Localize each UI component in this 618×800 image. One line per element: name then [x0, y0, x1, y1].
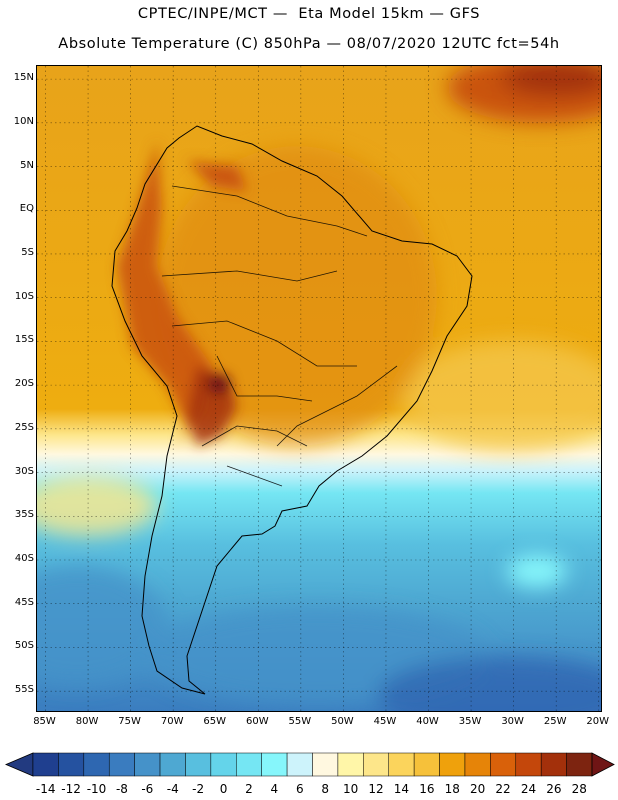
lon-label: 35W — [458, 716, 482, 727]
cool-eddy-east — [507, 555, 567, 587]
colorbar-tick-label: -6 — [141, 782, 154, 796]
lat-label: 25S — [14, 421, 34, 433]
colorbar-swatch — [515, 752, 542, 777]
colorbar-swatch — [566, 752, 593, 777]
lat-label: 40S — [14, 552, 34, 564]
colorbar — [4, 752, 615, 777]
lat-label: 15N — [13, 72, 34, 84]
south-america-coastline — [111, 125, 473, 695]
colorbar-swatch — [286, 752, 313, 777]
colorbar-swatch — [32, 752, 59, 777]
colorbar-under-arrow — [4, 752, 34, 777]
colorbar-swatch — [83, 752, 110, 777]
colorbar-tick-label: 18 — [444, 782, 460, 796]
colorbar-swatch — [134, 752, 161, 777]
colorbar-tick-label: 8 — [321, 782, 330, 796]
lat-label: EQ — [19, 203, 34, 215]
lon-label: 45W — [373, 716, 397, 727]
colorbar-tick-label: 0 — [219, 782, 228, 796]
colorbar-swatch — [312, 752, 339, 777]
colorbar-tick-label: 24 — [520, 782, 537, 796]
warm-land-plateau — [157, 146, 437, 446]
lon-label: 65W — [203, 716, 227, 727]
andes-warm-ridge — [117, 141, 212, 446]
lon-label: 80W — [75, 716, 99, 727]
lat-label: 10N — [13, 115, 34, 127]
colorbar-swatch — [540, 752, 567, 777]
colorbar-tick-label: 12 — [368, 782, 384, 796]
country-borders — [161, 185, 398, 487]
colorbar-swatch — [388, 752, 415, 777]
lat-label: 50S — [14, 640, 34, 652]
lon-label: 30W — [501, 716, 524, 727]
colorbar-swatch — [337, 752, 364, 777]
colorbar-tick-label: 22 — [495, 782, 511, 796]
lon-label: 55W — [288, 716, 312, 727]
colorbar-tick-label: 20 — [470, 782, 486, 796]
lat-label: 45S — [14, 596, 34, 608]
colorbar-tick-label: 16 — [419, 782, 435, 796]
lon-label: 85W — [33, 716, 56, 727]
warm-pool-northeast-core — [502, 66, 601, 96]
colorbar-swatch — [108, 752, 135, 777]
colorbar-tick-label: 26 — [546, 782, 562, 796]
colorbar-swatch — [261, 752, 288, 777]
colorbar-tick-label: 4 — [270, 782, 279, 796]
colorbar-swatch — [464, 752, 491, 777]
lon-label: 70W — [160, 716, 184, 727]
chart-title-line-2: Absolute Temperature (C) 850hPa — 08/07/… — [58, 36, 560, 52]
colorbar-swatch — [159, 752, 186, 777]
colorbar-tick-label: -14 — [35, 782, 56, 796]
lat-label: 55S — [14, 684, 34, 696]
colorbar-tick-label: -10 — [86, 782, 107, 796]
cold-pool-far-south — [377, 656, 601, 711]
colorbar-tick-label: 28 — [571, 782, 587, 796]
chart-title-line-1: CPTEC/INPE/MCT — Eta Model 15km — GFS — [137, 6, 481, 22]
colorbar-tick-label: -8 — [115, 782, 128, 796]
mild-patch-east-atlantic — [402, 341, 601, 451]
lat-label: 5N — [20, 159, 34, 171]
colorbar-tick-label: -4 — [166, 782, 179, 796]
colorbar-tick-label: 2 — [245, 782, 253, 796]
lat-label: 35S — [14, 509, 34, 521]
colorbar-swatch — [236, 752, 262, 777]
lat-label: 5S — [21, 246, 34, 258]
venezuela-warm-spot — [187, 161, 247, 191]
colorbar-tick-label: 10 — [342, 782, 359, 796]
lon-label: 40W — [416, 716, 439, 727]
hot-spot-paraguay — [207, 374, 231, 394]
lat-label: 20S — [14, 378, 34, 390]
colorbar-swatch — [439, 752, 466, 777]
colorbar-tick-label: -2 — [192, 782, 205, 796]
lon-label: 20W — [586, 716, 610, 727]
mild-band-south-pacific — [37, 476, 157, 536]
colorbar-over-arrow — [591, 752, 615, 777]
colorbar-swatch — [413, 752, 440, 777]
colorbar-swatch — [490, 752, 517, 777]
lon-label: 25W — [543, 716, 567, 727]
lat-label: 15S — [14, 334, 34, 346]
temperature-map — [36, 65, 602, 712]
cold-pool-southwest-pacific — [37, 566, 167, 686]
colorbar-swatch — [363, 752, 389, 777]
colorbar-swatch — [58, 752, 85, 777]
lat-label: 10S — [14, 290, 34, 302]
colorbar-swatch — [185, 752, 212, 777]
colorbar-tick-label: 6 — [295, 782, 304, 796]
temperature-field — [37, 66, 601, 711]
lon-label: 50W — [331, 716, 354, 727]
lon-label: 75W — [118, 716, 141, 727]
colorbar-swatch — [210, 752, 237, 777]
lon-label: 60W — [245, 716, 269, 727]
colorbar-tick-label: 14 — [393, 782, 410, 796]
colorbar-tick-label: -12 — [61, 782, 81, 796]
lat-label: 30S — [14, 465, 34, 477]
